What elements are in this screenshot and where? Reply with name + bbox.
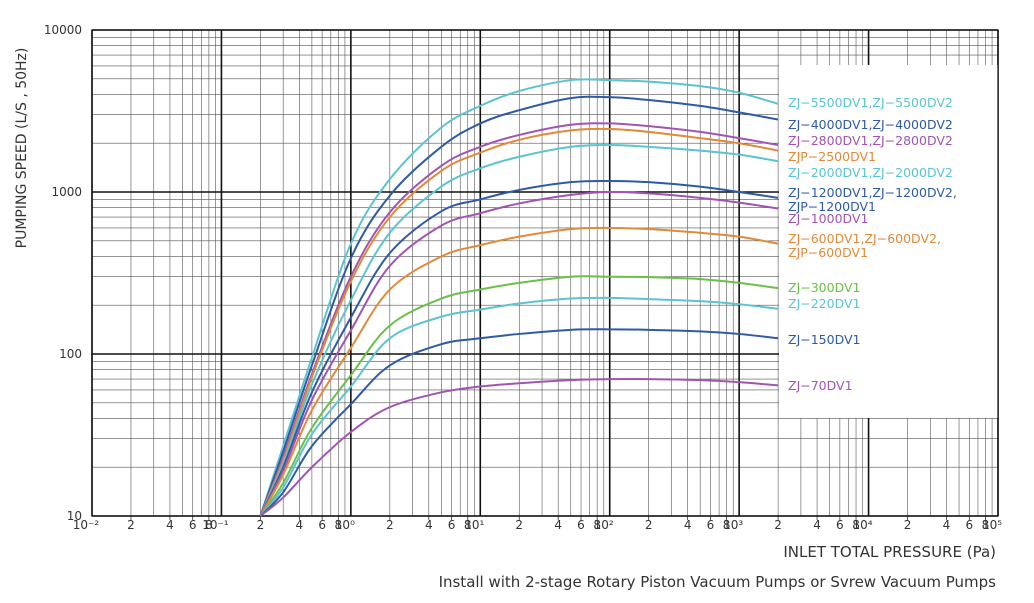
plot-frame: [91, 29, 999, 517]
x-tick-label: 2: [645, 518, 653, 532]
x-tick-label: 10⁻¹: [202, 518, 229, 532]
x-tick-label: 8: [982, 518, 990, 532]
note: Install with 2-stage Rotary Piston Vacuu…: [439, 573, 997, 591]
x-tick-label: 6: [707, 518, 715, 532]
x-tick-label: 4: [554, 518, 562, 532]
x-tick-label: 6: [965, 518, 973, 532]
curve: [259, 296, 779, 517]
x-tick-label: 2: [515, 518, 523, 532]
curve: [259, 127, 779, 517]
y-tick-label: 10: [67, 509, 82, 523]
x-tick-label: 6: [318, 518, 326, 532]
x-tick-label: 10¹: [464, 518, 484, 532]
legend-entry: ZJ−2000DV1,ZJ−2000DV2: [788, 165, 953, 180]
x-axis-label: INLET TOTAL PRESSURE (Pa): [783, 543, 996, 561]
x-tick-label: 8: [593, 518, 601, 532]
x-tick-label: 8: [723, 518, 731, 532]
curve: [259, 95, 779, 517]
x-tick-label: 10⁵: [982, 518, 1002, 532]
curve: [259, 275, 779, 517]
x-tick-label: 4: [813, 518, 821, 532]
legend-panel: [779, 65, 998, 418]
curve: [259, 78, 779, 517]
legend-entry: ZJ−5500DV1,ZJ−5500DV2: [788, 95, 953, 110]
x-tick-label: 2: [386, 518, 394, 532]
x-tick-label: 2: [257, 518, 265, 532]
x-tick-label: 6: [448, 518, 456, 532]
curve: [259, 122, 779, 517]
x-tick-label: 8: [334, 518, 342, 532]
x-tick-label: 6: [577, 518, 585, 532]
x-tick-label: 8: [852, 518, 860, 532]
x-tick-label: 2: [904, 518, 912, 532]
x-tick-label: 4: [943, 518, 951, 532]
curve: [259, 328, 779, 517]
x-tick-label: 4: [425, 518, 433, 532]
x-tick-label: 2: [127, 518, 135, 532]
legend-entry: ZJ−4000DV1,ZJ−4000DV2: [788, 117, 953, 132]
y-tick-label: 100: [59, 347, 82, 361]
x-tick-label: 4: [296, 518, 304, 532]
x-tick-label: 4: [684, 518, 692, 532]
legend-entry: ZJ−220DV1: [788, 296, 861, 311]
x-tick-label: 10⁴: [853, 518, 873, 532]
x-tick-label: 6: [189, 518, 197, 532]
legend-entry: ZJ−150DV1: [788, 332, 861, 347]
curve: [259, 226, 779, 517]
x-tick-label: 10³: [723, 518, 743, 532]
x-tick-label: 4: [166, 518, 174, 532]
x-tick-label: 8: [464, 518, 472, 532]
x-tick-label: 6: [836, 518, 844, 532]
y-tick-label: 1000: [51, 185, 82, 199]
x-tick-label: 10²: [594, 518, 614, 532]
y-tick-label: 10000: [44, 23, 82, 37]
curve: [259, 190, 779, 517]
legend-entry: ZJ−2800DV1,ZJ−2800DV2: [788, 133, 953, 148]
x-tick-label: 2: [774, 518, 782, 532]
x-tick-label: 10⁻²: [73, 518, 100, 532]
legend-entry: ZJ−70DV1: [788, 378, 853, 393]
curve: [259, 144, 779, 517]
y-axis-label: PUMPING SPEED (L/S , 50Hz): [14, 48, 30, 249]
legend-entry: ZJ−300DV1: [788, 280, 861, 295]
legend-entry: ZJ−600DV1,ZJ−600DV2, ZJP−600DV1: [788, 231, 941, 260]
legend-entry: ZJ−1000DV1: [788, 211, 869, 226]
curve: [259, 377, 779, 517]
legend-entry: ZJP−2500DV1: [788, 149, 876, 164]
curve: [259, 179, 779, 517]
x-tick-label: 10⁰: [335, 518, 355, 532]
legend-entry: ZJ−1200DV1,ZJ−1200DV2, ZJP−1200DV1: [788, 185, 957, 214]
x-tick-label: 8: [205, 518, 213, 532]
